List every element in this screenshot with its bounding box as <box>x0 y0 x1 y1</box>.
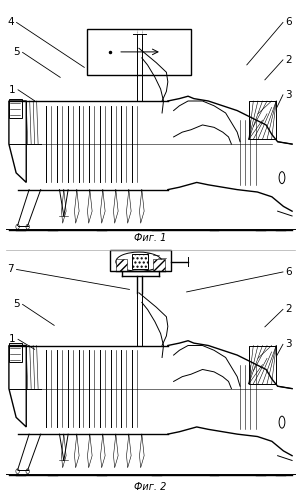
Text: 3: 3 <box>286 90 292 100</box>
Text: 2: 2 <box>286 55 292 65</box>
Bar <box>87 29 191 75</box>
Bar <box>9 343 22 362</box>
Ellipse shape <box>26 469 29 474</box>
Text: 6: 6 <box>286 17 292 27</box>
Bar <box>116 259 127 271</box>
Bar <box>249 345 276 384</box>
Ellipse shape <box>16 225 19 229</box>
Bar <box>154 259 165 271</box>
Ellipse shape <box>26 225 29 229</box>
Bar <box>9 99 22 118</box>
Ellipse shape <box>279 172 285 184</box>
Text: 7: 7 <box>7 264 14 274</box>
Ellipse shape <box>16 469 19 474</box>
Ellipse shape <box>116 252 162 271</box>
Text: Фиг. 1: Фиг. 1 <box>134 233 167 243</box>
Text: 6: 6 <box>286 267 292 277</box>
Bar <box>132 254 147 269</box>
Text: 1: 1 <box>9 334 15 344</box>
Text: 5: 5 <box>13 47 20 57</box>
Text: 1: 1 <box>9 85 15 95</box>
Ellipse shape <box>279 416 285 428</box>
Text: 3: 3 <box>286 339 292 349</box>
Bar <box>249 101 276 139</box>
Text: 2: 2 <box>286 304 292 314</box>
Text: Фиг. 2: Фиг. 2 <box>134 482 167 492</box>
Text: 5: 5 <box>13 299 20 309</box>
Text: 4: 4 <box>7 17 14 27</box>
Bar <box>110 250 171 271</box>
